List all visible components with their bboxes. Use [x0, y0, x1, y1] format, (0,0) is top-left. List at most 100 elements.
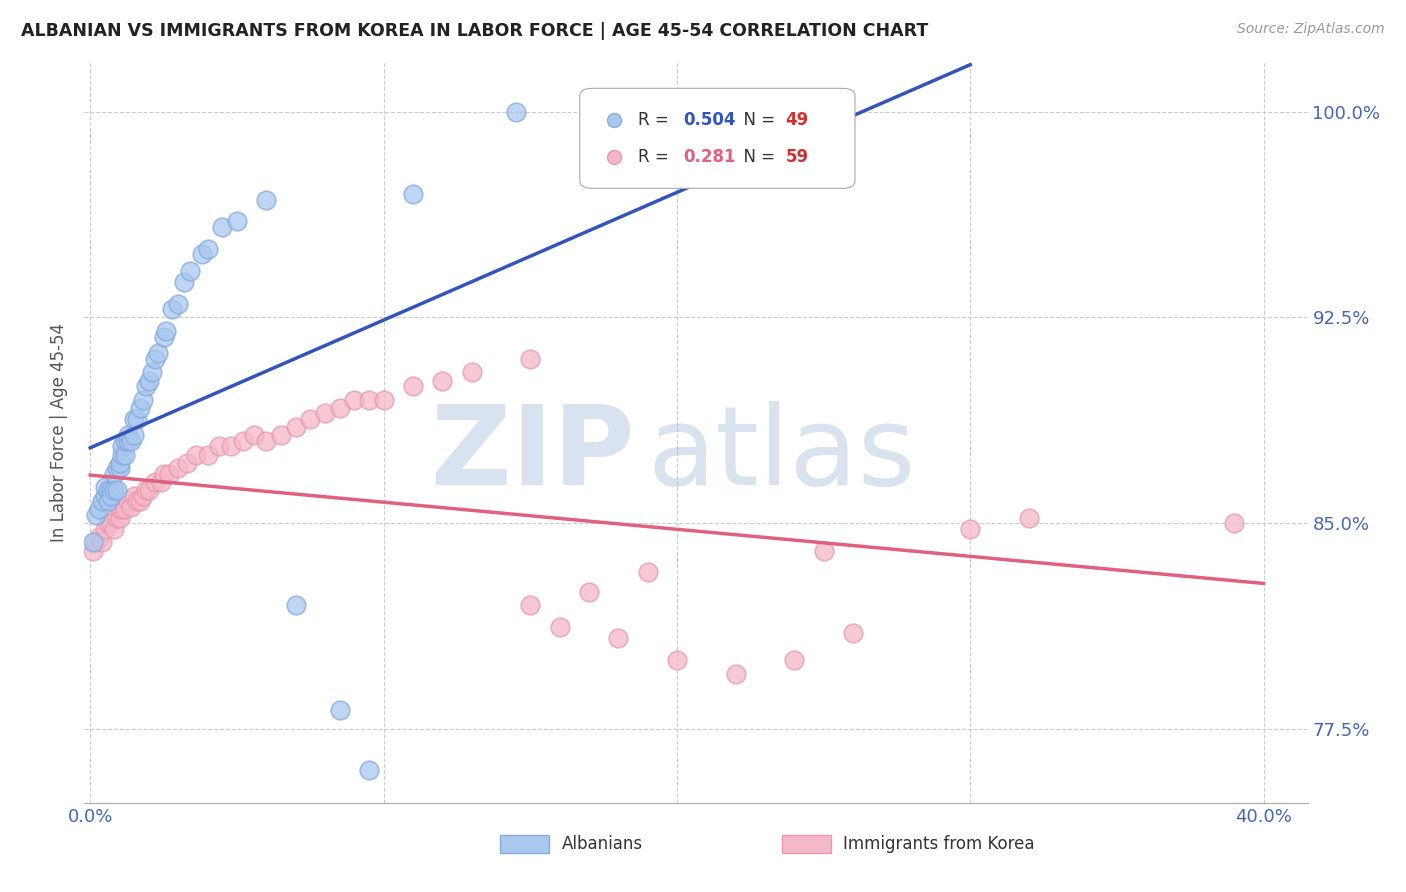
Point: [84, 508, 107, 522]
Point: [122, 489, 145, 503]
Point: [108, 510, 131, 524]
Point: [607, 632, 630, 646]
Point: [114, 434, 136, 448]
Text: R =: R =: [638, 148, 679, 166]
Point: [637, 566, 659, 580]
Point: [129, 401, 152, 415]
Point: [105, 483, 128, 498]
Point: [129, 494, 152, 508]
Point: [117, 434, 139, 448]
Point: [91, 535, 114, 549]
Point: [373, 392, 395, 407]
Point: [162, 302, 184, 317]
Point: [211, 219, 233, 234]
Point: [149, 475, 172, 489]
Point: [152, 467, 174, 481]
Text: Albanians: Albanians: [561, 835, 643, 853]
Point: [132, 489, 155, 503]
Point: [155, 324, 177, 338]
Point: [87, 530, 110, 544]
Point: [357, 763, 380, 777]
Point: [167, 461, 190, 475]
Text: 49: 49: [786, 112, 808, 129]
Point: [208, 439, 231, 453]
Point: [284, 420, 307, 434]
Point: [103, 522, 125, 536]
Point: [146, 346, 169, 360]
Point: [138, 483, 160, 498]
Point: [152, 329, 174, 343]
Point: [813, 543, 835, 558]
Point: [270, 428, 292, 442]
Point: [82, 535, 104, 549]
Text: 0.504: 0.504: [683, 112, 737, 129]
Text: N =: N =: [733, 148, 780, 166]
Point: [97, 494, 120, 508]
Point: [724, 667, 747, 681]
Point: [167, 297, 190, 311]
Point: [114, 448, 136, 462]
Point: [138, 374, 160, 388]
Point: [91, 494, 114, 508]
Point: [108, 461, 131, 475]
Point: [505, 104, 527, 119]
Point: [143, 475, 166, 489]
Point: [432, 374, 454, 388]
Point: [357, 392, 380, 407]
Point: [141, 365, 163, 379]
Point: [122, 412, 145, 426]
Point: [243, 428, 266, 442]
Point: [82, 543, 104, 558]
Text: N =: N =: [733, 112, 780, 129]
FancyBboxPatch shape: [501, 835, 550, 853]
Point: [197, 448, 219, 462]
Point: [254, 193, 277, 207]
Point: [100, 516, 122, 530]
Point: [135, 379, 157, 393]
Point: [127, 494, 149, 508]
Point: [184, 448, 207, 462]
Text: Immigrants from Korea: Immigrants from Korea: [842, 835, 1035, 853]
Point: [225, 214, 247, 228]
Point: [120, 434, 142, 448]
Point: [117, 428, 139, 442]
Point: [122, 428, 145, 442]
Point: [132, 392, 155, 407]
Point: [111, 448, 134, 462]
Point: [1350, 456, 1372, 470]
Point: [103, 467, 125, 481]
Point: [329, 702, 352, 716]
Text: R =: R =: [638, 112, 675, 129]
Point: [159, 467, 181, 481]
Point: [143, 351, 166, 366]
Point: [97, 483, 120, 498]
Point: [94, 489, 117, 503]
Point: [519, 599, 541, 613]
Point: [127, 412, 149, 426]
Point: [117, 494, 139, 508]
Point: [94, 522, 117, 536]
Text: Source: ZipAtlas.com: Source: ZipAtlas.com: [1237, 22, 1385, 37]
Text: 59: 59: [786, 148, 808, 166]
FancyBboxPatch shape: [579, 88, 855, 188]
Point: [959, 522, 981, 536]
Text: 0.281: 0.281: [683, 148, 737, 166]
Point: [519, 351, 541, 366]
Y-axis label: In Labor Force | Age 45-54: In Labor Force | Age 45-54: [51, 323, 69, 542]
Point: [103, 483, 125, 498]
Point: [84, 535, 107, 549]
Point: [783, 653, 806, 667]
Point: [190, 247, 212, 261]
Point: [1350, 318, 1372, 333]
Point: [314, 406, 336, 420]
Point: [111, 439, 134, 453]
Point: [1018, 510, 1040, 524]
Point: [120, 500, 142, 514]
Point: [460, 365, 482, 379]
Point: [197, 242, 219, 256]
Point: [254, 434, 277, 448]
Point: [176, 456, 198, 470]
Point: [105, 510, 128, 524]
Point: [114, 502, 136, 516]
Point: [284, 599, 307, 613]
